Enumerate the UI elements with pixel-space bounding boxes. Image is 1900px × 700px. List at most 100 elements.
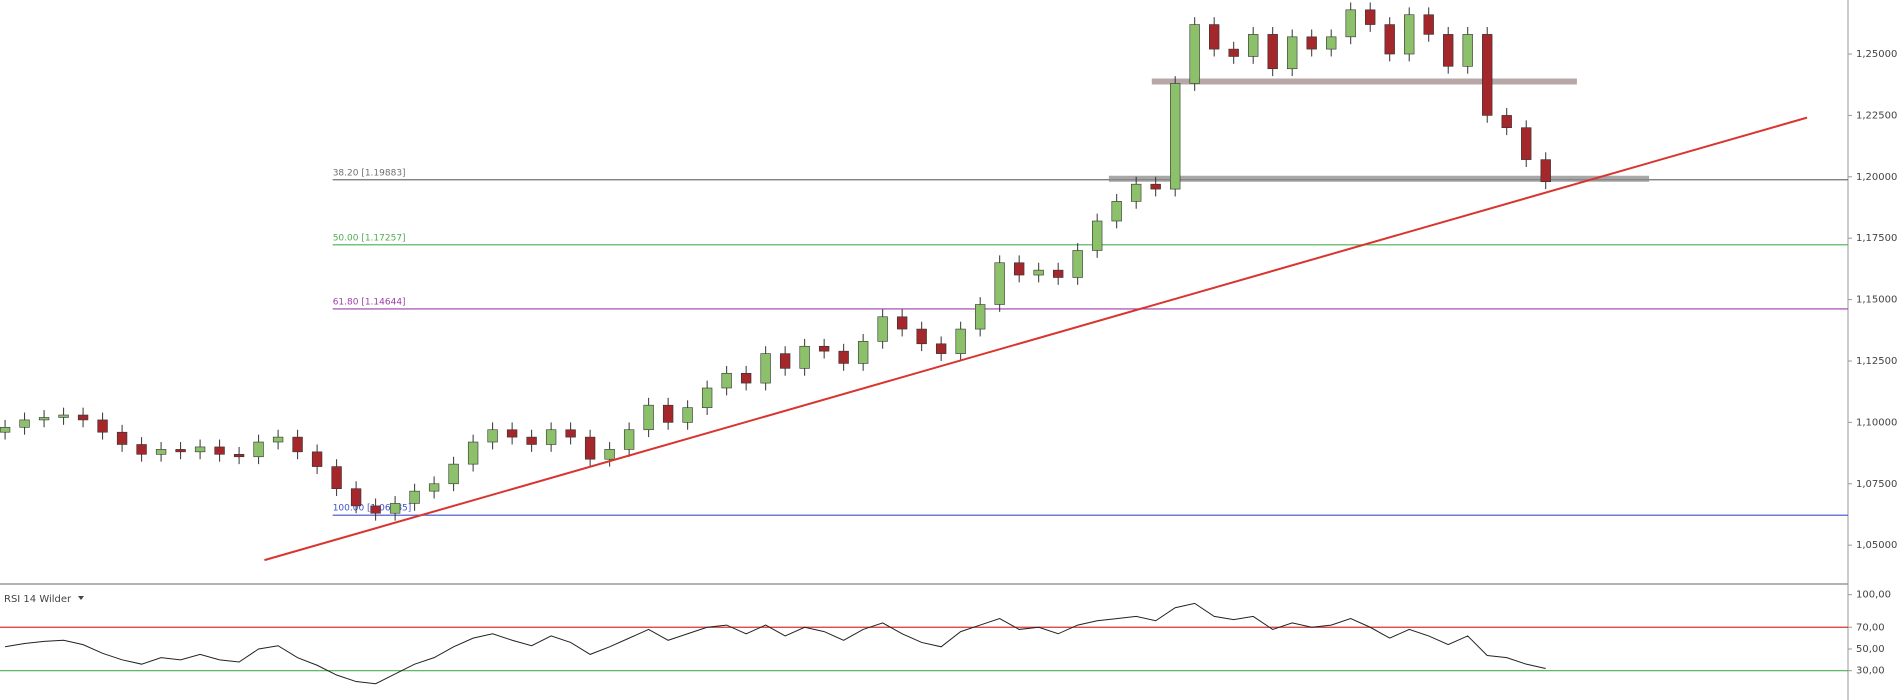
- candle-body: [1306, 36, 1317, 50]
- candle-body: [58, 414, 69, 418]
- candle-body: [643, 404, 654, 431]
- candle-body: [994, 262, 1005, 305]
- candle-body: [350, 488, 362, 507]
- candle-body: [701, 387, 713, 408]
- candle-body: [1033, 269, 1044, 276]
- candle-body: [1345, 9, 1356, 38]
- candle-body: [1111, 201, 1122, 222]
- y-tick-label: 30,00: [1856, 666, 1885, 677]
- candle-body: [1013, 262, 1025, 276]
- candle-body: [175, 449, 186, 453]
- candle-body: [604, 449, 615, 460]
- candle-body: [253, 441, 264, 458]
- y-tick-label: 1,15000: [1856, 295, 1897, 306]
- candle-body: [877, 316, 888, 342]
- candle-body: [1365, 9, 1376, 25]
- candle-body: [116, 431, 128, 445]
- candle-body: [1092, 220, 1103, 251]
- candle-body: [1521, 127, 1532, 160]
- rsi-line: [4, 602, 1546, 685]
- candle-body: [662, 404, 674, 423]
- candle-body: [1150, 183, 1161, 190]
- candle-body: [1326, 36, 1337, 50]
- candle-body: [272, 436, 284, 443]
- candle-body: [1501, 115, 1512, 128]
- y-tick-label: 100,00: [1856, 590, 1891, 601]
- candle-body: [1209, 24, 1220, 50]
- rsi-title: RSI 14 Wilder: [4, 594, 72, 605]
- y-tick-label: 1,17500: [1856, 233, 1897, 244]
- y-tick-label: 1,25000: [1856, 49, 1897, 60]
- candle-body: [428, 483, 440, 492]
- candle-body: [1072, 250, 1083, 278]
- candle-body: [818, 345, 830, 352]
- candle-body: [1540, 159, 1551, 183]
- candle-body: [857, 341, 869, 364]
- candle-body: [623, 429, 635, 450]
- y-tick-label: 1,10000: [1856, 417, 1897, 428]
- candle-body: [935, 343, 947, 354]
- candle-body: [311, 451, 323, 467]
- candle-body: [1482, 34, 1493, 116]
- candle-body: [155, 449, 167, 455]
- candle-body: [1384, 24, 1395, 55]
- candle-body: [370, 505, 381, 514]
- candle-body: [1189, 24, 1200, 84]
- candle-body: [565, 429, 576, 438]
- candle-body: [974, 304, 986, 330]
- candle-body: [97, 419, 108, 433]
- candle-body: [916, 328, 927, 345]
- candle-body: [1443, 34, 1454, 67]
- candle-body: [1462, 34, 1473, 67]
- candle-body: [721, 372, 732, 389]
- candle-body: [955, 328, 966, 354]
- candle-body: [1267, 34, 1278, 70]
- candle-body: [487, 429, 498, 443]
- candle-body: [1404, 14, 1415, 55]
- candle-body: [233, 454, 245, 458]
- candle-body: [19, 419, 30, 428]
- y-tick-label: 1,05000: [1856, 540, 1897, 551]
- y-tick-label: 1,20000: [1856, 172, 1897, 183]
- candle-body: [214, 446, 225, 455]
- candle-body: [526, 436, 537, 445]
- candle-body: [389, 503, 401, 514]
- candle-body: [779, 353, 791, 369]
- candle-body: [838, 350, 849, 364]
- candle-body: [136, 444, 147, 455]
- candle-body: [292, 436, 303, 453]
- candle-body: [584, 436, 596, 460]
- candle-body: [38, 417, 50, 421]
- candle-body: [1131, 183, 1142, 202]
- y-tick-label: 1,12500: [1856, 356, 1897, 367]
- candle-body: [467, 441, 479, 465]
- candle-body: [545, 429, 557, 445]
- y-tick-label: 70,00: [1856, 622, 1885, 633]
- y-tick-label: 50,00: [1856, 644, 1885, 655]
- candle-body: [1248, 34, 1259, 57]
- candle-body: [1228, 48, 1239, 57]
- candle-body: [1423, 14, 1434, 35]
- candle-body: [1170, 83, 1181, 190]
- candle-body: [409, 490, 420, 504]
- y-tick-label: 1,22500: [1856, 110, 1897, 121]
- y-tick-label: 1,07500: [1856, 479, 1897, 490]
- candle-body: [1287, 36, 1298, 70]
- candle-body: [896, 316, 908, 330]
- fib-label: 38.20 [1.19883]: [333, 168, 406, 178]
- candle-body: [740, 372, 752, 384]
- candle-body: [77, 414, 89, 421]
- fib-label: 61.80 [1.14644]: [333, 297, 406, 307]
- candle-body: [448, 463, 459, 485]
- candle-body: [0, 426, 11, 433]
- candle-body: [331, 466, 342, 489]
- fib-label: 50.00 [1.17257]: [333, 233, 406, 243]
- candle-body: [682, 407, 693, 423]
- candle-body: [1052, 269, 1064, 278]
- candle-body: [799, 345, 810, 369]
- candle-body: [506, 429, 518, 438]
- trendline: [264, 116, 1808, 562]
- rsi-dropdown[interactable]: [78, 596, 84, 600]
